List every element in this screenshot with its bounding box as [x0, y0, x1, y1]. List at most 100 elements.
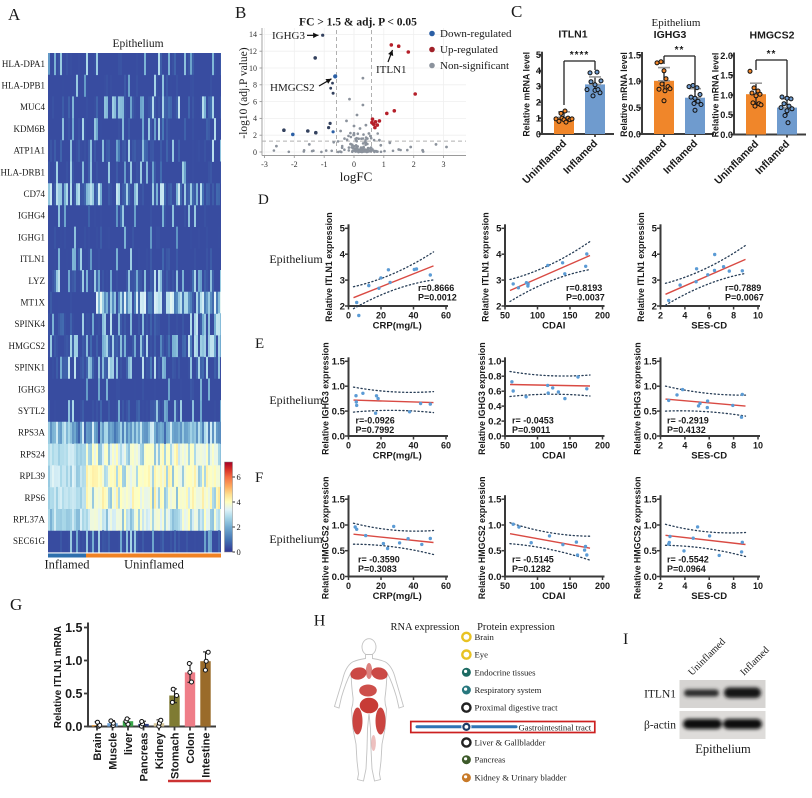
svg-text:0.0: 0.0 — [332, 431, 345, 442]
svg-text:8: 8 — [253, 81, 257, 90]
svg-text:SPINK1: SPINK1 — [14, 363, 45, 373]
svg-text:150: 150 — [562, 581, 577, 591]
svg-text:CRP(mg/L): CRP(mg/L) — [373, 591, 422, 602]
svg-text:-2: -2 — [291, 160, 298, 169]
svg-text:Relative mRNA level: Relative mRNA level — [711, 53, 721, 138]
svg-text:SES-CD: SES-CD — [691, 451, 727, 462]
svg-text:P=0.3083: P=0.3083 — [358, 564, 397, 574]
svg-text:0: 0 — [237, 547, 241, 557]
svg-text:1.5: 1.5 — [65, 621, 82, 635]
svg-text:20: 20 — [376, 440, 386, 450]
svg-text:-3: -3 — [261, 160, 268, 169]
svg-text:8: 8 — [731, 581, 736, 591]
svg-text:4: 4 — [536, 66, 542, 76]
svg-text:0.0: 0.0 — [488, 572, 501, 583]
svg-text:1: 1 — [382, 160, 386, 169]
svg-text:P=0.0037: P=0.0037 — [566, 293, 605, 303]
svg-text:A: A — [8, 5, 21, 24]
svg-text:0.8: 0.8 — [488, 372, 502, 383]
svg-text:RPL39: RPL39 — [19, 471, 45, 481]
svg-text:2: 2 — [496, 301, 501, 312]
svg-text:FC > 1.5 & adj. P < 0.05: FC > 1.5 & adj. P < 0.05 — [299, 17, 417, 29]
svg-text:r=0.8193: r=0.8193 — [566, 283, 602, 293]
svg-text:-log10 (adj.P value): -log10 (adj.P value) — [238, 47, 250, 138]
svg-text:1.5: 1.5 — [644, 357, 658, 368]
svg-text:40: 40 — [408, 310, 418, 320]
svg-text:IGHG1: IGHG1 — [18, 232, 45, 242]
svg-text:I: I — [623, 631, 628, 648]
svg-text:200: 200 — [595, 440, 610, 450]
svg-text:8: 8 — [731, 310, 736, 320]
svg-text:Eye: Eye — [475, 650, 489, 660]
svg-text:60: 60 — [441, 440, 451, 450]
svg-text:r= -0.5542: r= -0.5542 — [667, 554, 709, 564]
svg-text:H: H — [314, 613, 326, 630]
svg-text:CRP(mg/L): CRP(mg/L) — [373, 321, 422, 332]
svg-text:1.0: 1.0 — [720, 90, 733, 100]
svg-text:HLA-DRB1: HLA-DRB1 — [1, 167, 46, 177]
svg-text:5: 5 — [536, 50, 541, 60]
svg-text:6: 6 — [253, 97, 257, 106]
svg-text:150: 150 — [562, 310, 577, 320]
svg-text:50: 50 — [500, 310, 510, 320]
svg-text:60: 60 — [441, 310, 451, 320]
svg-text:2: 2 — [652, 301, 657, 312]
svg-text:0.2: 0.2 — [488, 416, 501, 427]
svg-text:150: 150 — [562, 440, 577, 450]
svg-text:ITLN1: ITLN1 — [20, 254, 45, 264]
svg-text:4: 4 — [682, 440, 687, 450]
svg-text:r= -0.2919: r= -0.2919 — [667, 415, 709, 425]
svg-text:10: 10 — [753, 310, 763, 320]
svg-text:HMGCS2: HMGCS2 — [750, 30, 795, 42]
svg-text:Epithelium: Epithelium — [112, 38, 163, 50]
svg-text:SEC61G: SEC61G — [13, 536, 46, 546]
svg-text:Relative ITLN1 expression: Relative ITLN1 expression — [324, 212, 334, 322]
svg-text:CD74: CD74 — [23, 189, 45, 199]
svg-text:Relative ITLN1 expression: Relative ITLN1 expression — [481, 212, 491, 322]
svg-text:Endocrine tissues: Endocrine tissues — [475, 667, 537, 677]
svg-text:Pancreas: Pancreas — [475, 755, 506, 765]
svg-text:CDAI: CDAI — [542, 321, 565, 332]
svg-text:Liver & Gallbladder: Liver & Gallbladder — [475, 738, 546, 748]
svg-text:B: B — [235, 3, 246, 22]
svg-text:Relative IGHG3 expression: Relative IGHG3 expression — [321, 342, 331, 454]
svg-text:14: 14 — [249, 30, 257, 39]
svg-text:Relative ITLN1 mRNA: Relative ITLN1 mRNA — [53, 626, 64, 728]
svg-text:P=0.0964: P=0.0964 — [667, 564, 706, 574]
svg-text:r=0.8666: r=0.8666 — [418, 283, 454, 293]
svg-text:200: 200 — [595, 310, 610, 320]
svg-text:r=0.7889: r=0.7889 — [725, 283, 761, 293]
svg-text:Relative HMGCS2 expression: Relative HMGCS2 expression — [321, 477, 331, 600]
svg-text:**: ** — [767, 49, 777, 60]
svg-text:RPS3A: RPS3A — [18, 428, 46, 438]
svg-text:****: **** — [570, 50, 590, 61]
svg-text:ITLN1: ITLN1 — [644, 689, 676, 701]
svg-text:Relative IGHG3 expression: Relative IGHG3 expression — [633, 342, 643, 454]
svg-text:2: 2 — [340, 301, 345, 312]
svg-text:2: 2 — [253, 131, 257, 140]
svg-text:0.5: 0.5 — [488, 546, 502, 557]
svg-text:HMGCS2: HMGCS2 — [8, 341, 45, 351]
svg-text:-1: -1 — [321, 160, 328, 169]
svg-text:0: 0 — [346, 440, 351, 450]
svg-text:2: 2 — [412, 160, 416, 169]
svg-text:ITLN1: ITLN1 — [376, 64, 407, 76]
svg-text:P=0.9011: P=0.9011 — [512, 425, 550, 435]
svg-text:SYTL2: SYTL2 — [18, 406, 45, 416]
svg-text:0: 0 — [536, 129, 541, 139]
svg-text:1.0: 1.0 — [332, 382, 345, 393]
svg-text:RNA expression: RNA expression — [390, 622, 460, 633]
svg-text:Non-significant: Non-significant — [440, 60, 509, 72]
svg-text:G: G — [10, 595, 22, 614]
svg-text:logFC: logFC — [340, 169, 373, 184]
svg-text:0.5: 0.5 — [720, 110, 733, 120]
svg-text:3: 3 — [340, 275, 345, 286]
svg-text:3: 3 — [536, 82, 541, 92]
svg-text:5: 5 — [652, 224, 658, 235]
svg-text:3: 3 — [652, 275, 657, 286]
svg-text:P=0.0012: P=0.0012 — [418, 293, 457, 303]
svg-text:ATP1A1: ATP1A1 — [13, 146, 45, 156]
svg-text:40: 40 — [408, 581, 418, 591]
svg-text:P=0.7992: P=0.7992 — [356, 425, 395, 435]
svg-text:Epithelium: Epithelium — [269, 393, 323, 407]
